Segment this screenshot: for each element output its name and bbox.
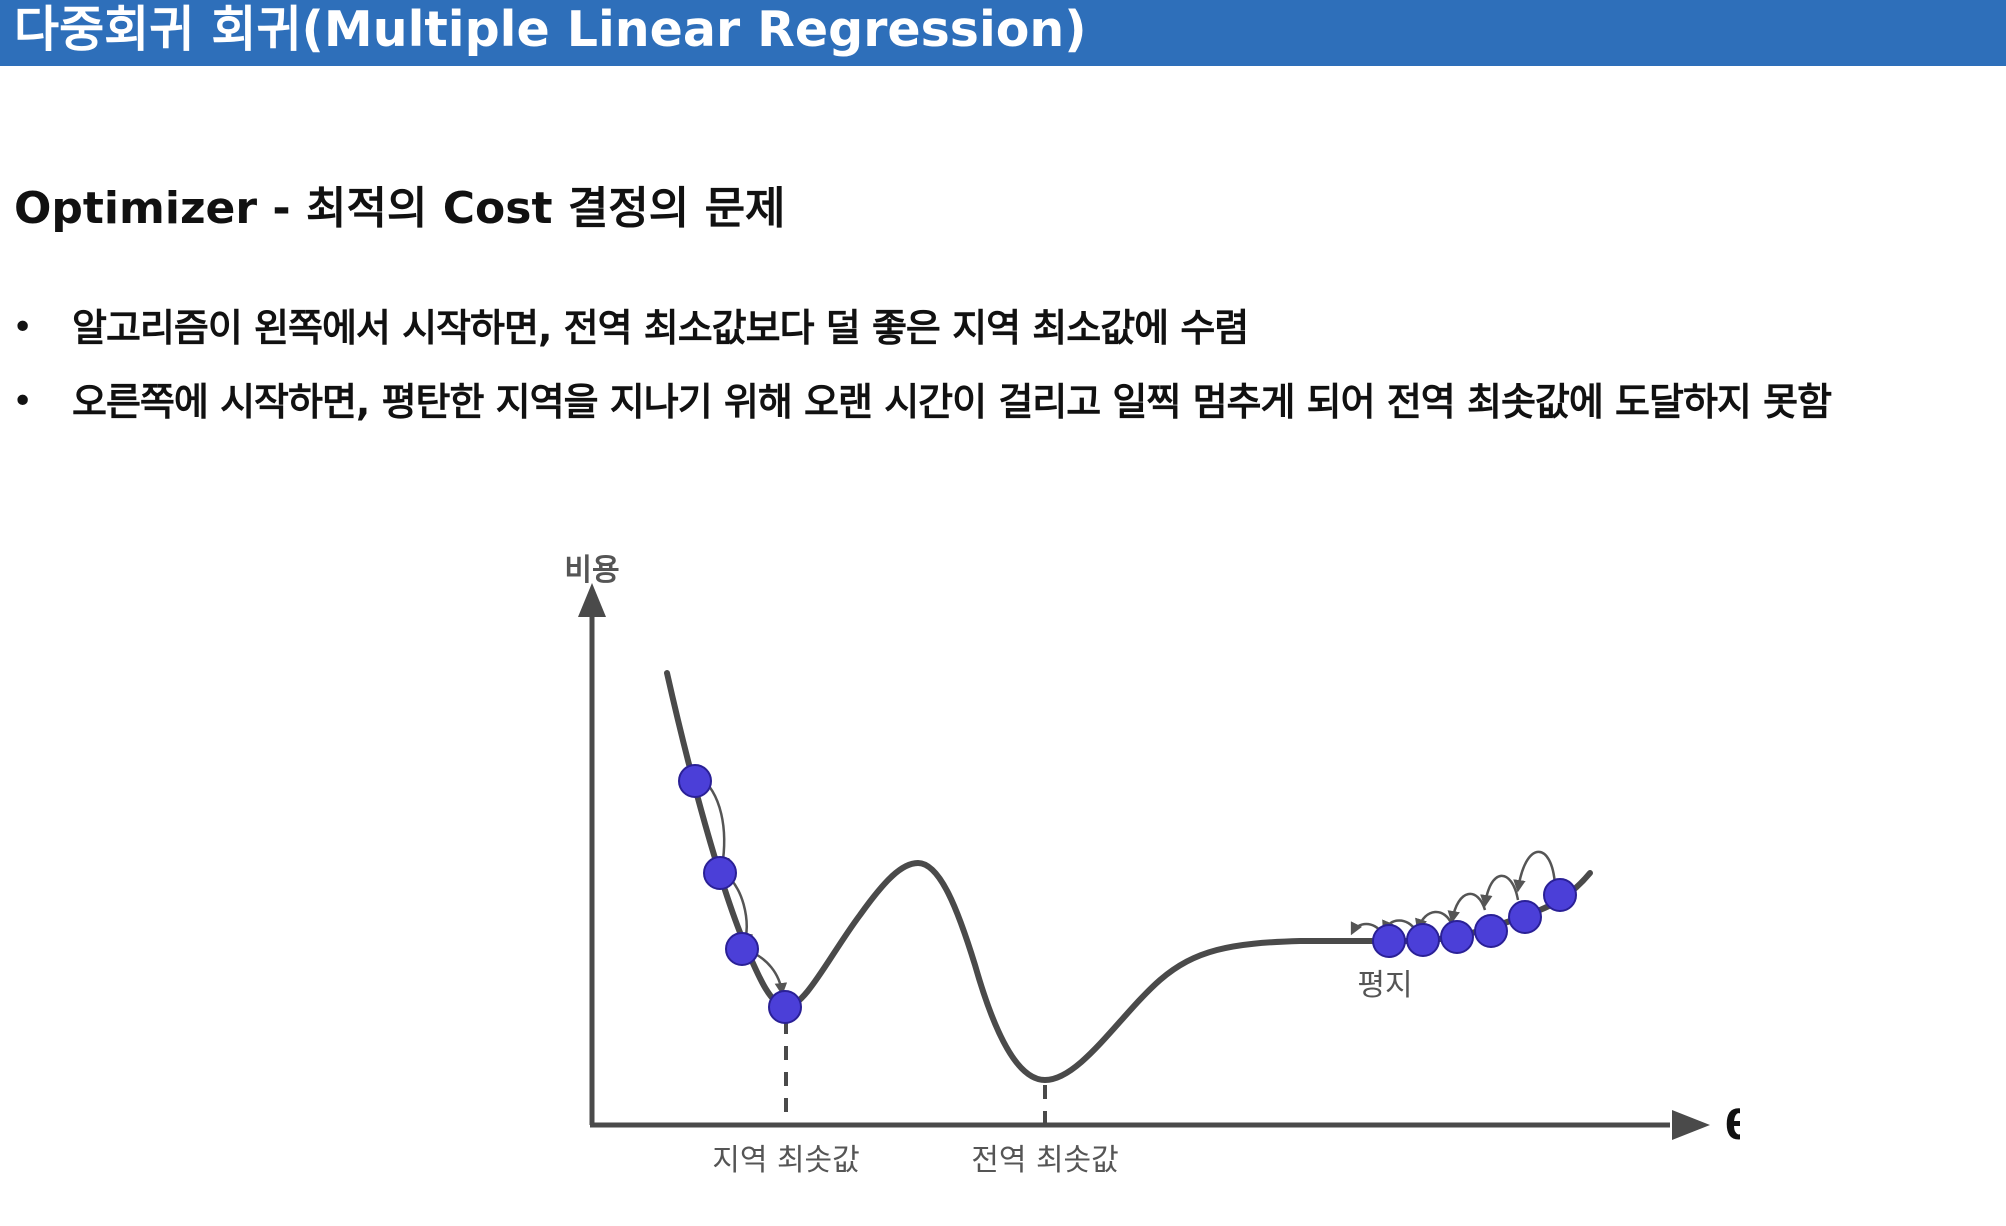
optimizer-ball: [1543, 878, 1577, 912]
optimizer-ball: [1406, 923, 1440, 957]
bullet-text: 알고리즘이 왼쪽에서 시작하면, 전역 최소값보다 덜 좋은 지역 최소값에 수…: [72, 306, 1249, 350]
x-axis-label: θ: [1725, 1103, 1740, 1149]
cost-curve: [664, 670, 1593, 1084]
optimizer-ball: [1440, 920, 1474, 954]
bullet-dot: •: [12, 307, 34, 348]
optimizer-ball: [725, 932, 759, 966]
global-min-label: 전역 최솟값: [971, 1143, 1119, 1178]
plateau-label: 평지: [1357, 968, 1412, 1003]
step-arrow: [1513, 850, 1557, 893]
optimizer-ball: [1372, 924, 1406, 958]
optimizer-ball: [768, 990, 802, 1024]
step-arrow: [1480, 874, 1520, 908]
y-axis-label: 비용: [564, 553, 619, 588]
section-heading: Optimizer - 최적의 Cost 결정의 문제: [14, 183, 786, 234]
page-title: 다중회귀 회귀(Multiple Linear Regression): [14, 1, 1087, 58]
optimizer-ball: [703, 856, 737, 890]
x-axis-arrowhead: [1672, 1110, 1710, 1140]
optimizer-ball: [1508, 900, 1542, 934]
bullet-dot: •: [12, 381, 34, 422]
optimizer-ball: [1474, 914, 1508, 948]
local-min-label: 지역 최솟값: [712, 1143, 860, 1178]
optimizer-ball: [678, 764, 712, 798]
y-axis-arrowhead: [578, 583, 606, 617]
bullet-text: 오른쪽에 시작하면, 평탄한 지역을 지나기 위해 오랜 시간이 걸리고 일찍 …: [72, 380, 1832, 424]
title-bar: 다중회귀 회귀(Multiple Linear Regression): [0, 0, 2006, 66]
step-arrow: [1447, 892, 1487, 924]
cost-landscape-svg: 비용 θ 지역 최솟값 전역 최솟값: [564, 553, 1752, 1178]
cost-landscape-figure: 비용 θ 지역 최솟값 전역 최솟값: [540, 545, 1752, 1205]
